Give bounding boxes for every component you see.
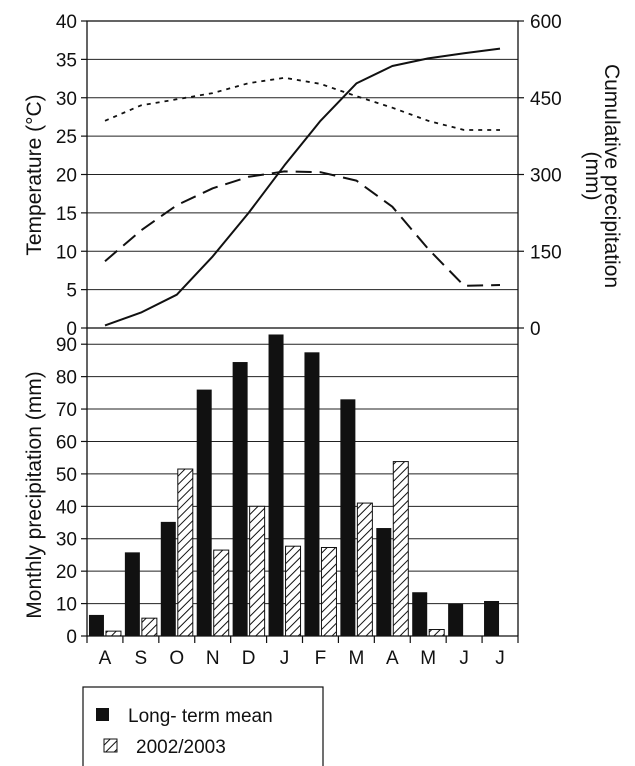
precip-tick-label: 40 — [56, 497, 77, 518]
bar-long-term-mean — [196, 389, 212, 636]
bar-long-term-mean — [340, 399, 356, 636]
temp-tick-label: 35 — [56, 50, 77, 71]
month-tick-label: S — [135, 648, 148, 669]
month-tick-label: A — [386, 648, 399, 669]
bar-2002-2003 — [320, 546, 337, 637]
bar-long-term-mean — [268, 334, 284, 636]
bar-2002-2003 — [213, 549, 230, 637]
precip-tick-label: 20 — [56, 562, 77, 583]
cumulative-tick-label: 0 — [530, 319, 541, 340]
precip-tick-label: 70 — [56, 400, 77, 421]
bar-2002-2003 — [392, 461, 409, 637]
bar-long-term-mean — [448, 603, 464, 636]
precip-tick-label: 90 — [56, 335, 77, 356]
month-tick-label: J — [459, 648, 469, 669]
bar-long-term-mean — [88, 614, 104, 636]
bar-long-term-mean — [124, 552, 140, 636]
bar-long-term-mean — [232, 362, 248, 636]
temp-tick-label: 15 — [56, 204, 77, 225]
month-tick-label: M — [420, 648, 436, 669]
temp-tick-label: 30 — [56, 89, 77, 110]
legend-label-2002-2003: 2002/2003 — [136, 737, 226, 758]
temp-tick-label: 5 — [66, 281, 77, 302]
bar-2002-2003 — [428, 629, 445, 637]
month-tick-label: D — [242, 648, 256, 669]
temperature-axis-title: Temperature (°C) — [23, 94, 46, 255]
precip-tick-label: 50 — [56, 465, 77, 486]
month-tick-label: M — [348, 648, 364, 669]
legend: Long- term mean 2002/2003 — [82, 686, 324, 766]
precip-tick-label: 60 — [56, 432, 77, 453]
dashed-series-line — [104, 170, 501, 287]
temperature-panel: 0 5 10 15 20 25 30 35 40 0 150 300 450 600 — [56, 12, 562, 340]
bar-long-term-mean — [304, 352, 320, 636]
temp-tick-label: 20 — [56, 166, 77, 187]
bar-long-term-mean — [484, 600, 500, 636]
precip-tick-label: 80 — [56, 368, 77, 389]
temp-tick-label: 0 — [66, 319, 77, 340]
monthly-precip-axis-title: Monthly precipitation (mm) — [23, 371, 46, 618]
cumulative-axis-title-line2: (mm) — [581, 152, 604, 201]
temp-plot-frame — [86, 20, 519, 329]
bar-2002-2003 — [141, 617, 158, 637]
cumulative-tick-label: 600 — [530, 12, 562, 33]
bar-long-term-mean — [376, 528, 392, 636]
legend-box — [82, 686, 324, 766]
bar-2002-2003 — [249, 505, 266, 637]
cumulative-tick-label: 450 — [530, 89, 562, 110]
legend-swatch-long-term — [96, 708, 109, 721]
legend-label-long-term: Long- term mean — [128, 706, 273, 727]
month-tick-label: A — [99, 648, 112, 669]
legend-swatch-2002-2003 — [103, 738, 118, 753]
temp-tick-label: 10 — [56, 242, 77, 263]
precip-tick-label: 0 — [66, 627, 77, 648]
solid-series-line — [104, 47, 501, 327]
bar-2002-2003 — [285, 545, 302, 637]
temp-tick-label: 25 — [56, 127, 77, 148]
month-tick-label: J — [495, 648, 505, 669]
temp-tick-label: 40 — [56, 12, 77, 33]
precip-tick-label: 10 — [56, 595, 77, 616]
bar-long-term-mean — [160, 521, 176, 636]
bar-2002-2003 — [177, 468, 194, 637]
cumulative-axis-title-line1: Cumulative precipitation — [600, 64, 623, 288]
dotted-series-line — [104, 76, 500, 131]
month-tick-label: J — [280, 648, 290, 669]
month-tick-label: O — [169, 648, 184, 669]
bar-long-term-mean — [412, 592, 428, 636]
month-tick-label: N — [206, 648, 220, 669]
month-tick-label: F — [315, 648, 327, 669]
bar-2002-2003 — [105, 630, 122, 637]
bar-2002-2003 — [356, 502, 373, 637]
cumulative-tick-label: 150 — [530, 242, 562, 263]
precip-tick-label: 30 — [56, 530, 77, 551]
cumulative-tick-label: 300 — [530, 166, 562, 187]
